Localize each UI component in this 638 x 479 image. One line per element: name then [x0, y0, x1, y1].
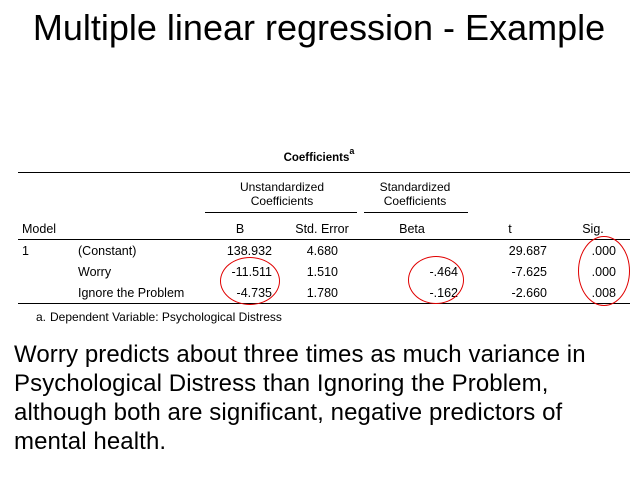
row2-se: 1.510: [306, 265, 338, 279]
row3-se: 1.780: [306, 286, 338, 300]
header-unstandardized: Unstandardized Coefficients: [239, 180, 325, 208]
col-header-b: B: [235, 222, 245, 236]
table-footnote: a. Dependent Variable: Psychological Dist…: [36, 310, 282, 324]
row3-predictor: Ignore the Problem: [78, 286, 185, 300]
row1-predictor: (Constant): [78, 244, 137, 258]
table-bottom-rule: [18, 303, 630, 304]
interpretation-text: Worry predicts about three times as much…: [14, 341, 586, 455]
header-rule: [18, 239, 630, 240]
col-header-t: t: [508, 222, 512, 236]
group-rule-unstandardized: [205, 212, 357, 213]
row1-t: 29.687: [508, 244, 547, 258]
col-header-beta: Beta: [399, 222, 425, 236]
row2-predictor: Worry: [78, 265, 112, 279]
highlight-circle-beta: [408, 256, 464, 304]
col-header-model: Model: [22, 222, 57, 236]
highlight-circle-sig: [578, 236, 630, 306]
row2-t: -7.625: [511, 265, 547, 279]
table-caption: Coefficientsa: [0, 146, 638, 164]
table-caption-superscript: a: [349, 146, 355, 156]
row1-model: 1: [22, 244, 29, 258]
col-header-sig: Sig.: [582, 222, 604, 236]
group-rule-standardized: [364, 212, 468, 213]
table-caption-text: Coefficients: [283, 151, 350, 164]
row1-b: 138.932: [226, 244, 272, 258]
footnote-marker: a.: [36, 310, 47, 324]
row1-se: 4.680: [306, 244, 338, 258]
highlight-circle-b: [220, 257, 280, 305]
row3-t: -2.660: [511, 286, 547, 300]
table-top-rule: [18, 172, 630, 173]
header-standardized: Standardized Coefficients: [379, 180, 451, 208]
col-header-std-error: Std. Error: [295, 222, 349, 236]
footnote-text: Dependent Variable: Psychological Distre…: [50, 310, 282, 324]
slide-title: Multiple linear regression - Example: [32, 7, 606, 48]
